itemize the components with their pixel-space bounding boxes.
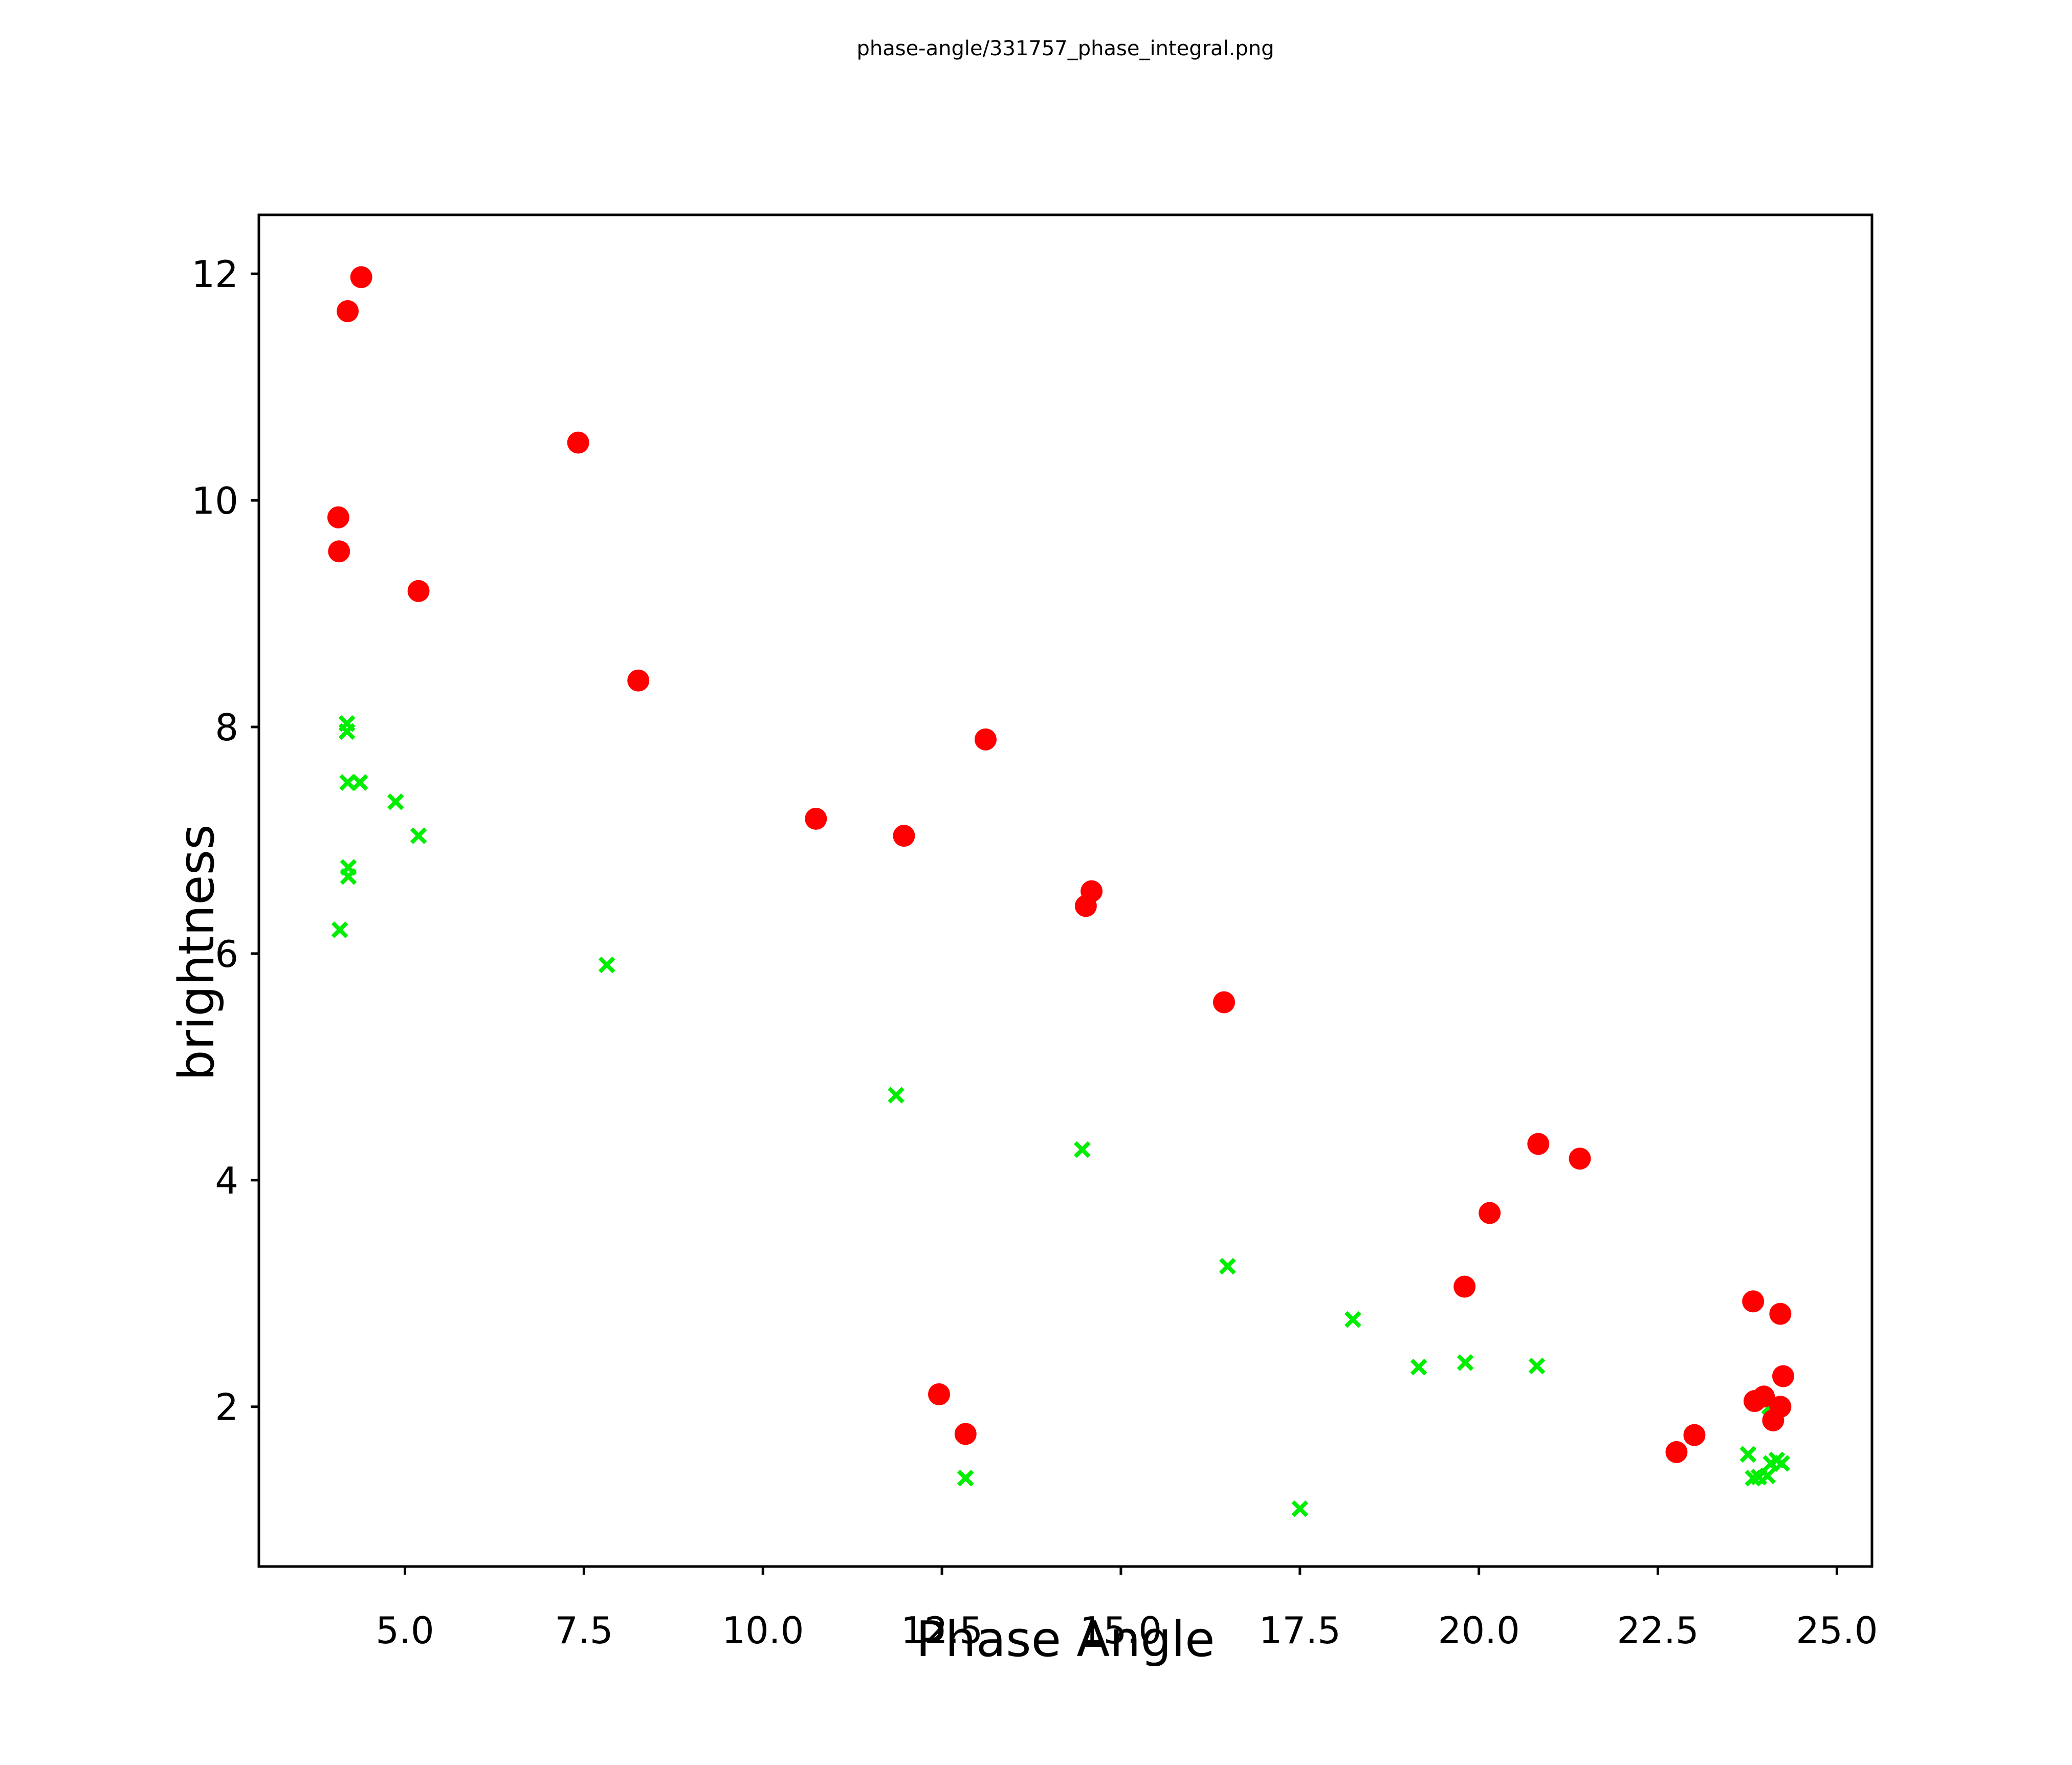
data-point-green-crosses	[1457, 1354, 1474, 1371]
data-point-red-circles	[567, 431, 589, 454]
data-point-green-crosses	[340, 868, 357, 885]
data-point-red-circles	[1213, 991, 1235, 1013]
data-point-red-circles	[1074, 895, 1097, 917]
data-point-red-circles	[327, 506, 349, 528]
data-point-red-circles	[893, 825, 915, 847]
x-tick-label: 12.5	[901, 1609, 983, 1652]
data-point-red-circles	[1453, 1275, 1476, 1298]
x-tick-label: 17.5	[1259, 1609, 1341, 1652]
data-point-green-crosses	[338, 723, 356, 740]
data-point-green-crosses	[1528, 1357, 1546, 1375]
x-tick-label: 7.5	[555, 1609, 613, 1652]
y-tick-label: 2	[215, 1386, 238, 1429]
data-point-red-circles	[1769, 1303, 1792, 1325]
figure-title: phase-angle/331757_phase_integral.png	[856, 37, 1274, 60]
plot-border	[257, 213, 1873, 1568]
data-point-red-circles	[974, 728, 997, 751]
x-axis-label: Phase Angle	[916, 1612, 1215, 1668]
x-tick-label: 20.0	[1438, 1609, 1520, 1652]
data-point-red-circles	[1683, 1424, 1706, 1446]
x-tick-label: 25.0	[1796, 1609, 1878, 1652]
data-point-green-crosses	[1291, 1500, 1309, 1517]
data-point-green-crosses	[410, 827, 427, 844]
data-point-red-circles	[627, 669, 650, 692]
y-tick-label: 8	[215, 706, 238, 749]
data-point-red-circles	[954, 1423, 977, 1445]
data-point-green-crosses	[1759, 1467, 1776, 1485]
data-point-red-circles	[1665, 1441, 1688, 1463]
data-point-red-circles	[1479, 1202, 1501, 1224]
x-tick-label: 5.0	[376, 1609, 434, 1652]
data-point-green-crosses	[1074, 1141, 1091, 1158]
data-point-red-circles	[1753, 1385, 1775, 1408]
y-tick-label: 6	[215, 933, 238, 976]
data-point-red-circles	[1762, 1409, 1784, 1431]
x-tick-label: 22.5	[1617, 1609, 1699, 1652]
data-point-green-crosses	[957, 1469, 974, 1487]
data-point-red-circles	[1527, 1133, 1550, 1155]
data-point-green-crosses	[351, 774, 368, 791]
data-point-green-crosses	[888, 1087, 905, 1104]
y-tick-label: 10	[191, 479, 238, 522]
data-point-green-crosses	[1344, 1311, 1361, 1328]
data-point-red-circles	[1742, 1290, 1765, 1313]
data-point-red-circles	[928, 1383, 950, 1405]
data-point-green-crosses	[331, 921, 348, 938]
data-point-red-circles	[805, 807, 827, 830]
y-tick-label: 12	[191, 253, 238, 296]
data-point-red-circles	[350, 266, 372, 289]
y-tick-label: 4	[215, 1159, 238, 1202]
data-point-green-crosses	[1739, 1446, 1757, 1463]
data-point-green-crosses	[1410, 1358, 1427, 1376]
data-point-red-circles	[328, 540, 350, 563]
x-tick-label: 10.0	[722, 1609, 804, 1652]
data-point-green-crosses	[387, 793, 404, 810]
data-point-red-circles	[1772, 1365, 1794, 1387]
data-point-red-circles	[1569, 1148, 1591, 1170]
x-tick-label: 15.0	[1080, 1609, 1162, 1652]
data-point-green-crosses	[598, 956, 615, 974]
data-point-green-crosses	[339, 774, 356, 791]
data-point-red-circles	[407, 580, 430, 602]
data-point-green-crosses	[1773, 1455, 1790, 1472]
data-point-red-circles	[337, 300, 359, 322]
data-point-green-crosses	[1219, 1257, 1236, 1275]
